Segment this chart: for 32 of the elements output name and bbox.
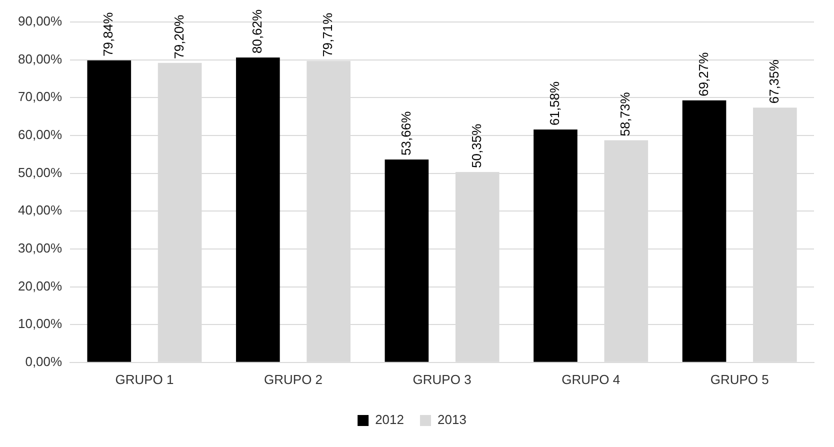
y-tick-label: 20,00% xyxy=(18,278,63,294)
bar xyxy=(384,159,429,362)
data-label: 53,66% xyxy=(398,110,414,156)
data-label: 50,35% xyxy=(468,123,484,168)
x-tick-label: GRUPO 5 xyxy=(710,372,769,387)
y-tick-label: 60,00% xyxy=(18,127,63,142)
data-label: 79,71% xyxy=(320,12,336,57)
data-label: 67,35% xyxy=(766,59,782,104)
data-label: 79,84% xyxy=(100,12,116,56)
bar xyxy=(534,129,578,362)
y-tick-label: 30,00% xyxy=(18,240,63,256)
x-tick-label: GRUPO 4 xyxy=(562,372,620,387)
data-label: 58,73% xyxy=(618,92,633,136)
legend-label: 2012 xyxy=(375,412,404,428)
y-tick-label: 70,00% xyxy=(18,89,63,104)
bar xyxy=(236,57,280,362)
legend-label: 2013 xyxy=(438,412,466,428)
y-tick-label: 40,00% xyxy=(18,202,63,218)
data-label: 80,62% xyxy=(250,8,265,54)
x-tick-label: GRUPO 2 xyxy=(264,372,323,387)
y-tick-label: 10,00% xyxy=(18,316,63,332)
data-label: 79,20% xyxy=(171,14,186,59)
data-label: 61,58% xyxy=(547,80,562,126)
y-tick-label: 0,00% xyxy=(25,354,63,369)
x-tick-label: GRUPO 1 xyxy=(115,372,174,387)
bar xyxy=(87,60,132,362)
y-tick-label: 50,00% xyxy=(18,164,63,180)
bar xyxy=(682,100,726,362)
x-tick-label: GRUPO 3 xyxy=(412,372,472,387)
data-label: 69,27% xyxy=(696,52,711,96)
y-tick-label: 80,00% xyxy=(18,51,63,66)
y-tick-label: 90,00% xyxy=(18,14,63,29)
